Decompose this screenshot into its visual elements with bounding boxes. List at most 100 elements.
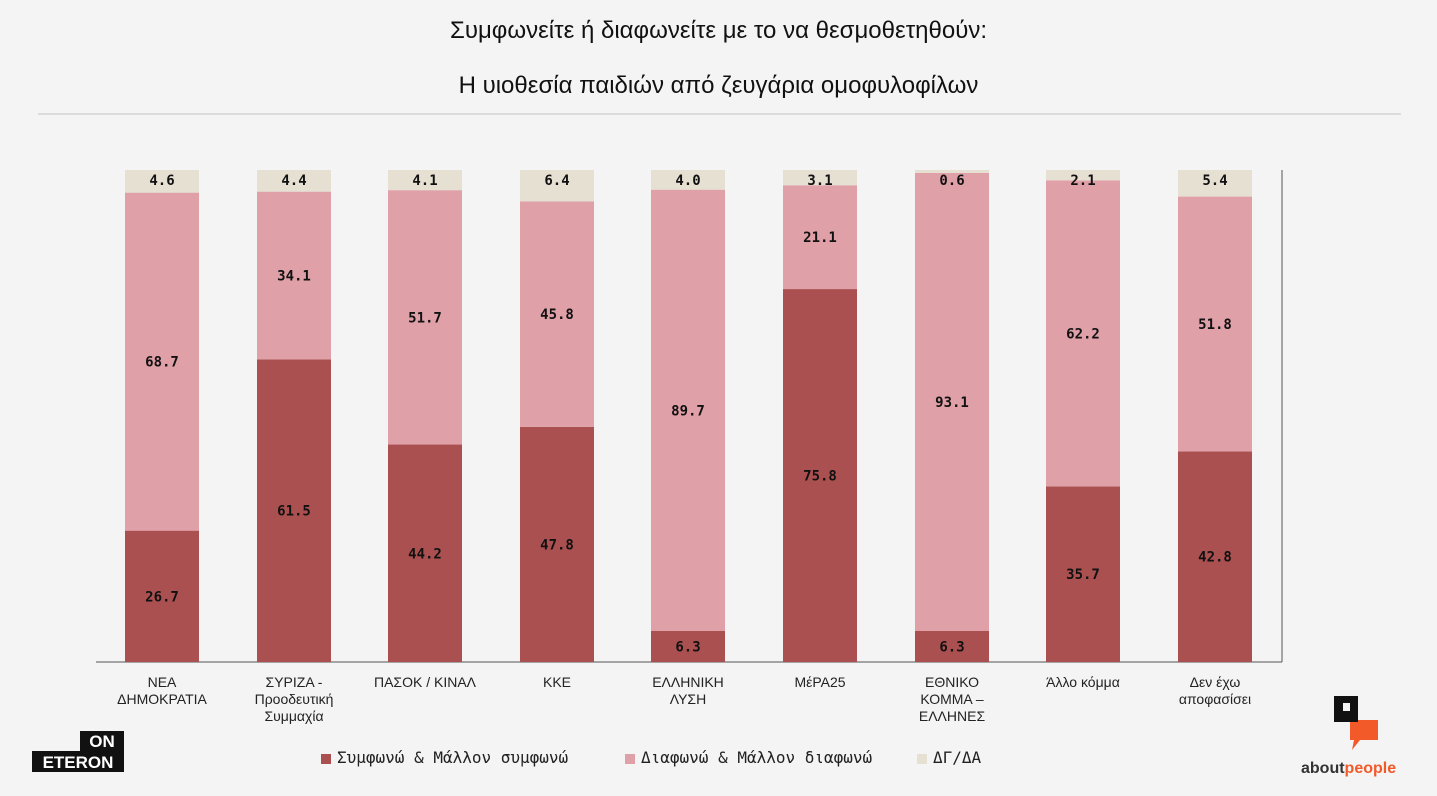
data-label-agree-4: 6.3 bbox=[675, 640, 700, 656]
category-label-line: ΚΚΕ bbox=[542, 674, 571, 690]
category-label-line: ΣΥΡΙΖΑ - bbox=[265, 674, 323, 690]
data-label-dk-1: 4.4 bbox=[281, 173, 306, 189]
bar-agree-8 bbox=[1178, 451, 1252, 662]
data-label-disagree-6: 93.1 bbox=[935, 395, 969, 411]
on-eteron-logo: ON ETERON bbox=[32, 731, 124, 772]
bar-dk-8 bbox=[1178, 170, 1252, 197]
data-label-agree-3: 47.8 bbox=[540, 537, 574, 553]
bar-disagree-1 bbox=[257, 191, 331, 360]
legend-item-dk: ΔΓ/ΔΑ bbox=[917, 748, 981, 767]
data-label-disagree-3: 45.8 bbox=[540, 307, 574, 323]
category-label-line: αποφασίσει bbox=[1178, 691, 1252, 707]
category-label-line: Άλλο κόμμα bbox=[1046, 674, 1120, 690]
category-label-4: ΕΛΛΗΝΙΚΗ ΛΥΣΗ bbox=[623, 674, 753, 708]
bar-dk-3 bbox=[520, 170, 594, 202]
category-label-7: Άλλο κόμμα bbox=[1018, 674, 1148, 691]
category-label-line: ΛΥΣΗ bbox=[669, 691, 707, 707]
category-label-line: Προοδευτική bbox=[254, 691, 334, 707]
legend-swatch-dk bbox=[917, 753, 927, 764]
data-label-dk-5: 3.1 bbox=[807, 173, 832, 189]
data-label-dk-0: 4.6 bbox=[149, 173, 174, 189]
logo-on-text: ON bbox=[89, 732, 115, 751]
bar-dk-4 bbox=[651, 170, 725, 190]
data-label-disagree-1: 34.1 bbox=[277, 269, 311, 285]
category-label-2: ΠΑΣΟΚ / ΚΙΝΑΛ bbox=[360, 674, 490, 691]
data-label-disagree-5: 21.1 bbox=[803, 230, 837, 246]
category-label-line: ΔΗΜΟΚΡΑΤΙΑ bbox=[117, 691, 207, 707]
logo-word-people: people bbox=[1345, 760, 1397, 777]
bar-dk-6 bbox=[915, 170, 989, 173]
bar-dk-5 bbox=[783, 170, 857, 186]
bar-disagree-7 bbox=[1046, 180, 1120, 487]
category-label-5: ΜέΡΑ25 bbox=[755, 674, 885, 691]
aboutpeople-logo: aboutpeople bbox=[1301, 696, 1396, 777]
category-label-line: ΝΕΑ bbox=[147, 674, 177, 690]
category-label-line: ΚΟΜΜΑ – bbox=[920, 691, 984, 707]
data-label-agree-6: 6.3 bbox=[939, 640, 964, 656]
legend-swatch-disagree bbox=[625, 753, 635, 764]
data-label-dk-8: 5.4 bbox=[1202, 173, 1227, 189]
data-label-agree-2: 44.2 bbox=[408, 546, 442, 562]
data-label-dk-4: 4.0 bbox=[675, 173, 700, 189]
category-label-line: ΕΛΛΗΝΙΚΗ bbox=[652, 674, 724, 690]
category-label-line: Συμμαχία bbox=[264, 708, 324, 724]
bar-agree-5 bbox=[783, 289, 857, 662]
bar-agree-0 bbox=[125, 530, 199, 662]
category-label-line: ΕΛΛΗΝΕΣ bbox=[918, 708, 986, 724]
bar-disagree-2 bbox=[388, 190, 462, 445]
bar-dk-1 bbox=[257, 170, 331, 192]
logo-word-about: about bbox=[1301, 760, 1345, 777]
logo-eteron-text: ETERON bbox=[43, 753, 114, 772]
bar-disagree-0 bbox=[125, 192, 199, 531]
legend-label-dk: ΔΓ/ΔΑ bbox=[933, 748, 982, 767]
data-label-dk-2: 4.1 bbox=[412, 173, 437, 189]
category-label-line: ΠΑΣΟΚ / ΚΙΝΑΛ bbox=[373, 674, 477, 690]
category-label-3: ΚΚΕ bbox=[492, 674, 622, 691]
category-label-0: ΝΕΑ ΔΗΜΟΚΡΑΤΙΑ bbox=[97, 674, 227, 708]
data-label-disagree-0: 68.7 bbox=[145, 355, 179, 371]
legend-label-agree: Συμφωνώ & Μάλλον συμφωνώ bbox=[337, 748, 569, 767]
bar-dk-7 bbox=[1046, 170, 1120, 181]
category-label-line: ΜέΡΑ25 bbox=[794, 674, 846, 690]
data-label-disagree-2: 51.7 bbox=[408, 310, 442, 326]
chart-title-line-2: Η υιοθεσία παιδιών από ζευγάρια ομοφυλοφ… bbox=[458, 72, 979, 99]
legend-item-agree: Συμφωνώ & Μάλλον συμφωνώ bbox=[321, 748, 568, 767]
category-label-1: ΣΥΡΙΖΑ - Προοδευτική Συμμαχία bbox=[229, 674, 359, 725]
chart-title-line-1: Συμφωνείτε ή διαφωνείτε με το να θεσμοθε… bbox=[449, 17, 988, 44]
data-label-dk-7: 2.1 bbox=[1070, 173, 1095, 189]
category-label-line: ΕΘΝΙΚΟ bbox=[924, 674, 980, 690]
bar-agree-6 bbox=[915, 631, 989, 662]
data-label-agree-7: 35.7 bbox=[1066, 567, 1100, 583]
bar-dk-2 bbox=[388, 170, 462, 191]
data-label-agree-8: 42.8 bbox=[1198, 550, 1232, 566]
category-label-line: Δεν έχω bbox=[1189, 674, 1241, 690]
bar-dk-0 bbox=[125, 170, 199, 193]
logo-wordmark: aboutpeople bbox=[1301, 760, 1396, 777]
bar-agree-3 bbox=[520, 426, 594, 662]
data-label-disagree-4: 89.7 bbox=[671, 403, 705, 419]
bar-disagree-4 bbox=[651, 189, 725, 632]
bar-disagree-5 bbox=[783, 185, 857, 290]
legend-item-disagree: Διαφωνώ & Μάλλον διαφωνώ bbox=[625, 748, 872, 767]
bar-agree-4 bbox=[651, 631, 725, 662]
bar-agree-2 bbox=[388, 444, 462, 662]
category-label-6: ΕΘΝΙΚΟ ΚΟΜΜΑ – ΕΛΛΗΝΕΣ bbox=[887, 674, 1017, 725]
data-label-agree-1: 61.5 bbox=[277, 504, 311, 520]
legend-swatch-agree bbox=[321, 753, 331, 764]
bar-agree-7 bbox=[1046, 486, 1120, 662]
bar-disagree-6 bbox=[915, 172, 989, 632]
data-label-disagree-7: 62.2 bbox=[1066, 326, 1100, 342]
bar-disagree-8 bbox=[1178, 196, 1252, 452]
category-label-8: Δεν έχω αποφασίσει bbox=[1150, 674, 1280, 708]
data-label-dk-3: 6.4 bbox=[544, 173, 569, 189]
title-divider bbox=[38, 113, 1401, 115]
data-label-agree-0: 26.7 bbox=[145, 589, 179, 605]
data-label-agree-5: 75.8 bbox=[803, 469, 837, 485]
bar-agree-1 bbox=[257, 359, 331, 662]
legend-label-disagree: Διαφωνώ & Μάλλον διαφωνώ bbox=[641, 748, 873, 767]
logo-speech-bubble-icon bbox=[1350, 720, 1378, 750]
bar-disagree-3 bbox=[520, 201, 594, 427]
data-label-disagree-8: 51.8 bbox=[1198, 317, 1232, 333]
data-label-dk-6: 0.6 bbox=[939, 173, 964, 189]
